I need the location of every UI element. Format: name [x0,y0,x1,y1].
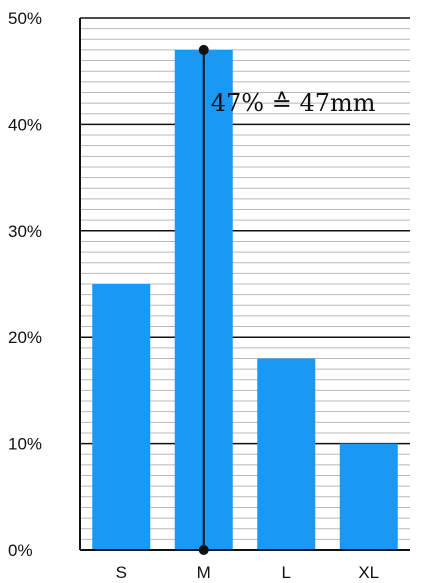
x-tick-label: S [116,563,127,582]
y-tick-label: 20% [8,328,42,347]
measurement-top-dot [198,44,209,55]
y-tick-label: 0% [8,541,33,560]
bar-s [92,284,151,550]
x-tick-label: M [197,563,211,582]
measurement-annotation: 47% ≙ 47mm [198,44,376,555]
bar-l [257,358,316,550]
x-axis-tick-labels: S M L XL [116,563,380,582]
y-tick-label: 50% [8,9,42,28]
measurement-label: 47% ≙ 47mm [211,89,376,117]
measurement-bottom-dot [198,545,209,555]
bar-xl [339,443,398,550]
y-tick-label: 30% [8,222,42,241]
y-tick-label: 10% [8,435,42,454]
x-tick-label: L [282,563,291,582]
y-tick-label: 40% [8,115,42,134]
x-tick-label: XL [358,563,379,582]
y-axis-tick-labels: 0% 10% 20% 30% 40% 50% [8,9,42,560]
